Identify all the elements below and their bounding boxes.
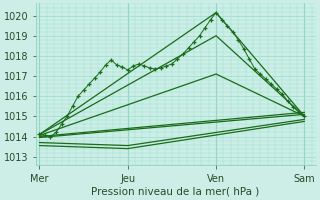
- X-axis label: Pression niveau de la mer( hPa ): Pression niveau de la mer( hPa ): [92, 187, 260, 197]
